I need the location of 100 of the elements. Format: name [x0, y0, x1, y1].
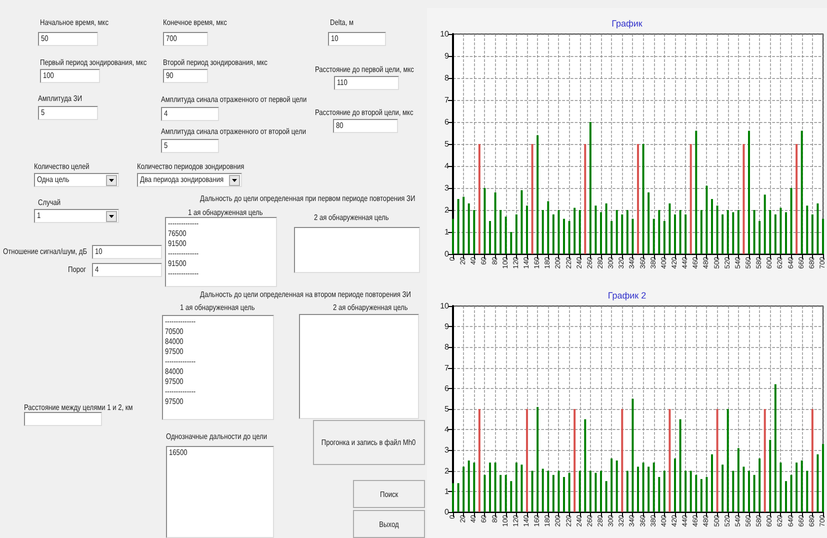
chart-title: График 2 [608, 290, 646, 300]
bar [531, 470, 534, 512]
text: 1 ая обнаруженная цель [180, 303, 255, 312]
bar [785, 212, 787, 254]
bar [706, 476, 708, 512]
bar [726, 210, 729, 254]
text: Выход [379, 520, 399, 528]
bar [695, 474, 698, 512]
text: 80 [336, 121, 344, 130]
bar [500, 210, 502, 254]
bar [716, 409, 718, 512]
bar [500, 474, 502, 512]
text: 100 [43, 71, 54, 80]
bar [574, 208, 576, 254]
bar [526, 409, 528, 512]
y-tick-label: 4 [444, 425, 450, 434]
text: Отношение сигнал/шум, дБ [3, 247, 88, 256]
bar [504, 216, 507, 254]
bar [668, 409, 671, 512]
text: Порог [68, 265, 86, 274]
bar [542, 468, 544, 512]
bar [578, 470, 581, 512]
bar [753, 210, 756, 254]
text: Delta, м [330, 18, 354, 27]
bar [658, 476, 660, 512]
bar [457, 483, 460, 512]
bar [589, 122, 592, 254]
y-tick-label: 8 [444, 342, 450, 352]
bar [515, 214, 518, 254]
bar [800, 460, 803, 512]
text: Второй период зондирования, мкс [163, 58, 268, 67]
bar [722, 214, 724, 254]
text: -------------- 76500 91500 -------------- 91500 -------------- [168, 219, 199, 279]
bar [621, 214, 624, 254]
y-tick-label: 7 [444, 96, 450, 104]
bar [568, 221, 570, 254]
bar [478, 409, 480, 512]
bar [737, 448, 740, 512]
y-tick-label: 2 [444, 206, 450, 214]
bar [589, 470, 592, 512]
bar [478, 144, 480, 254]
bar [552, 214, 554, 254]
bar [732, 470, 734, 512]
bar [769, 440, 772, 512]
bar [648, 192, 650, 254]
bar [663, 221, 666, 254]
bar [563, 476, 565, 512]
bar [473, 462, 476, 512]
bar [668, 203, 671, 254]
y-tick-label: 2 [444, 466, 450, 476]
y-tick-label: 6 [444, 384, 450, 393]
text: 5 [41, 108, 45, 117]
bar [716, 206, 718, 254]
bar [484, 188, 486, 254]
text: Одна цель [37, 175, 70, 184]
bar [563, 218, 565, 254]
text: 4 [95, 265, 99, 274]
bar [806, 470, 808, 512]
bar [600, 212, 602, 254]
text: Однозначные дальности до цели [166, 432, 268, 441]
y-tick-label: 5 [444, 404, 450, 414]
y-tick-label: 3 [444, 184, 450, 192]
text: 1 [37, 211, 41, 220]
bar [780, 462, 782, 512]
bar [473, 210, 476, 254]
bar [722, 464, 724, 512]
bar [600, 470, 602, 512]
text: 700 [166, 34, 177, 43]
bar [542, 210, 544, 254]
bar [811, 214, 814, 254]
bar [520, 464, 523, 512]
bar [742, 466, 745, 512]
bar [610, 458, 613, 512]
bar [605, 481, 608, 512]
bar [536, 406, 539, 512]
text: Случай [38, 198, 61, 207]
bar [515, 462, 518, 512]
y-tick-label: 3 [444, 446, 450, 455]
text: Расстояние между целями 1 и 2, км [24, 403, 133, 412]
bar [816, 203, 819, 254]
bar [658, 210, 660, 254]
text: 5 [164, 141, 168, 150]
bar [700, 479, 702, 512]
bar [806, 206, 808, 254]
y-tick-label: 1 [444, 228, 450, 236]
bar [642, 144, 644, 254]
text: Расстояние до второй цели, мкс [315, 108, 414, 117]
bar [462, 466, 465, 512]
y-tick-label: 10 [440, 30, 450, 38]
y-tick-label: 0 [444, 508, 450, 516]
bar [732, 212, 734, 254]
bar [663, 470, 666, 512]
bar [679, 210, 682, 254]
bar [616, 210, 618, 254]
y-tick-label: 7 [444, 363, 450, 372]
bar [684, 214, 687, 254]
bar [610, 221, 613, 254]
bar [690, 144, 692, 254]
bar [632, 218, 634, 254]
bar [780, 208, 782, 254]
